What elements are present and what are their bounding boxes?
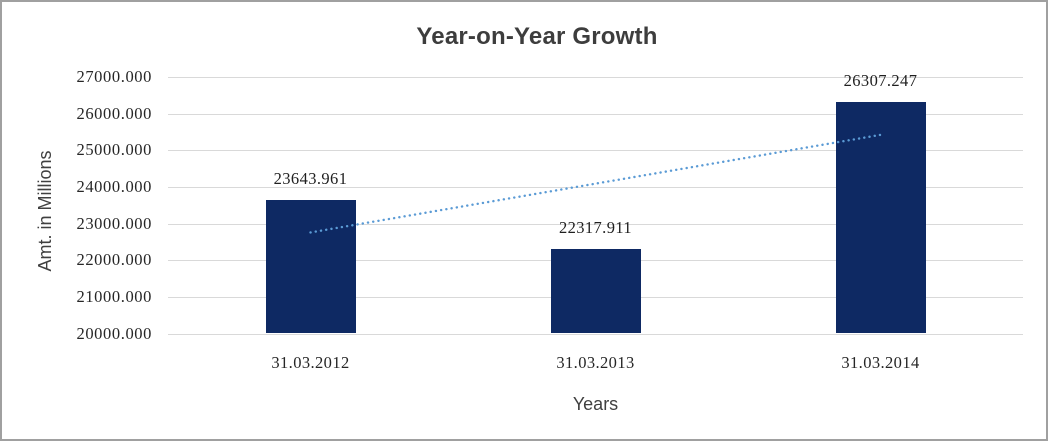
- chart-title: Year-on-Year Growth: [416, 23, 658, 50]
- y-tick-label: 27000.000: [76, 67, 152, 86]
- y-tick-label: 21000.000: [76, 286, 152, 306]
- bar: [265, 199, 356, 334]
- y-tick-label: 22000.000: [76, 250, 152, 270]
- x-axis-title: Years: [572, 394, 619, 414]
- gridline: [168, 333, 1023, 335]
- y-tick-label: 26000.000: [76, 103, 152, 123]
- y-tick-label: 24000.000: [76, 176, 152, 196]
- x-tick-label: 31.03.2014: [841, 353, 920, 372]
- bar-data-label: 22317.911: [558, 217, 633, 237]
- x-tick-label: 31.03.2013: [556, 353, 635, 372]
- bar-data-label: 23643.961: [273, 168, 348, 188]
- bar: [835, 102, 926, 334]
- gridline: [168, 113, 1023, 115]
- gridline: [168, 77, 1023, 78]
- y-tick-label: 23000.000: [76, 213, 152, 233]
- bar: [550, 248, 641, 334]
- y-tick-label: 25000.000: [76, 140, 152, 160]
- y-tick-label: 20000.000: [76, 323, 152, 343]
- bar-data-label: 26307.247: [843, 71, 918, 91]
- x-tick-label: 31.03.2012: [271, 353, 350, 372]
